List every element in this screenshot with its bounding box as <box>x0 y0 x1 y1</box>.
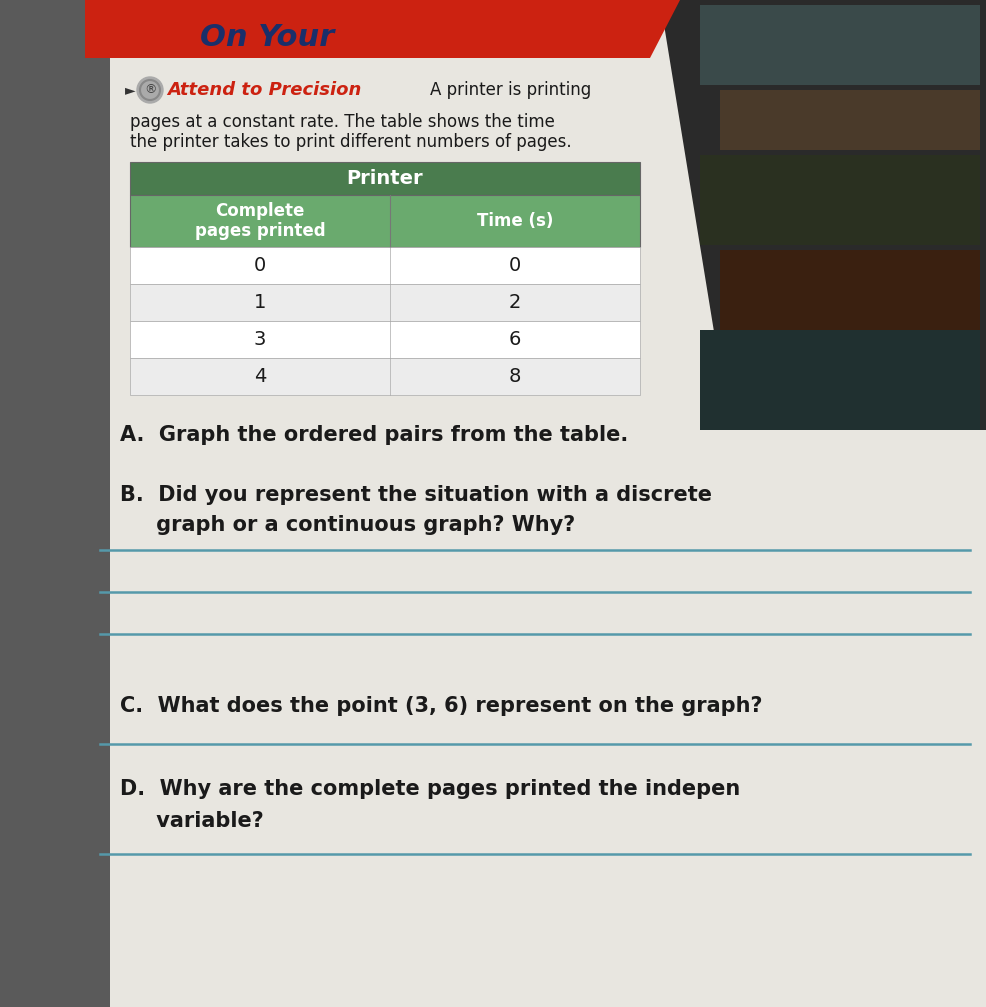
Text: C.  What does the point (3, 6) represent on the graph?: C. What does the point (3, 6) represent … <box>120 696 762 716</box>
Text: A.  Graph the ordered pairs from the table.: A. Graph the ordered pairs from the tabl… <box>120 425 628 445</box>
Bar <box>700 5 980 85</box>
Text: 2: 2 <box>509 293 522 312</box>
Text: B.  Did you represent the situation with a discrete: B. Did you represent the situation with … <box>120 485 712 505</box>
Text: 4: 4 <box>253 367 266 386</box>
Text: Attend to Precision: Attend to Precision <box>167 81 362 99</box>
FancyBboxPatch shape <box>130 321 640 358</box>
Text: A printer is printing: A printer is printing <box>430 81 592 99</box>
Text: 3: 3 <box>253 330 266 349</box>
FancyBboxPatch shape <box>130 195 640 247</box>
Text: variable?: variable? <box>120 811 263 831</box>
Polygon shape <box>85 0 986 1007</box>
Polygon shape <box>660 0 986 430</box>
FancyBboxPatch shape <box>130 247 640 284</box>
Text: Time (s): Time (s) <box>477 212 553 230</box>
Text: 8: 8 <box>509 367 522 386</box>
Text: the printer takes to print different numbers of pages.: the printer takes to print different num… <box>130 133 572 151</box>
Polygon shape <box>85 0 680 58</box>
Text: Complete
pages printed: Complete pages printed <box>194 201 325 241</box>
Polygon shape <box>0 0 110 1007</box>
Bar <box>720 90 980 150</box>
Text: 1: 1 <box>253 293 266 312</box>
Bar <box>700 330 980 430</box>
Text: 0: 0 <box>509 256 522 275</box>
Bar <box>700 155 980 245</box>
Circle shape <box>137 77 163 103</box>
Text: Printer: Printer <box>347 169 423 188</box>
Text: graph or a continuous graph? Why?: graph or a continuous graph? Why? <box>120 515 575 535</box>
Bar <box>720 250 980 330</box>
Text: 0: 0 <box>253 256 266 275</box>
Text: 6: 6 <box>509 330 522 349</box>
FancyBboxPatch shape <box>130 358 640 395</box>
Text: ►: ► <box>124 83 135 97</box>
FancyBboxPatch shape <box>130 162 640 195</box>
FancyBboxPatch shape <box>130 284 640 321</box>
Text: pages at a constant rate. The table shows the time: pages at a constant rate. The table show… <box>130 113 555 131</box>
Text: D.  Why are the complete pages printed the indepen: D. Why are the complete pages printed th… <box>120 779 740 799</box>
Text: ®: ® <box>144 84 156 97</box>
Text: On Your: On Your <box>200 23 334 52</box>
